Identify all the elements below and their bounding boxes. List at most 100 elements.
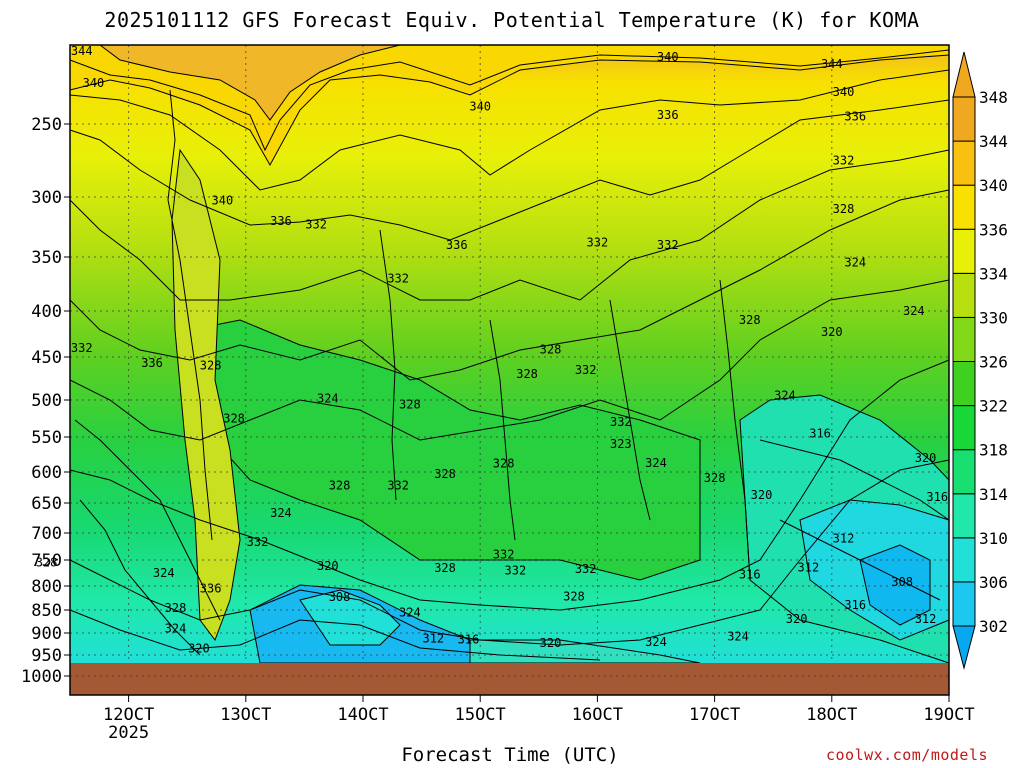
contour-label: 332 [657,238,679,252]
x-axis-label: Forecast Time (UTC) [401,744,619,766]
warm-west-plume-region [171,148,241,642]
contour-label: 324 [844,255,866,269]
contour-label: 320 [317,559,339,573]
contour-label: 312 [422,631,444,645]
plot-frame [69,44,950,696]
contour-label: 324 [165,621,187,635]
y-tick-label: 500 [31,391,62,411]
contour-label: 332 [305,218,327,232]
contour-west-2 [79,499,201,656]
contour-mid-4 [609,299,651,521]
x-tick-label: 14OCT [337,705,388,725]
contour-label: 336 [270,214,292,228]
y-tick-label: 800 [31,577,62,597]
colorbar-segment [952,96,976,142]
contour-label: 320 [915,451,937,465]
contour-label: 323 [610,437,632,451]
cool-boundary-region [469,639,701,664]
contour-east-2 [779,519,941,601]
colorbar-segment [952,228,976,274]
contour-label: 316 [458,633,480,647]
contour-label: 328 [36,556,58,570]
colorbar-segment [952,405,976,451]
contour-label: 316 [739,568,761,582]
contour-label: 308 [891,575,913,589]
contour-label: 328 [833,202,855,216]
colorbar-label: 314 [979,485,1008,504]
contour-label: 336 [141,356,163,370]
contour-label: 336 [200,581,222,595]
contour-312 [69,609,601,661]
y-tick-label: 1000 [21,667,62,687]
y-tick-label: 750 [31,551,62,571]
colorbar-segment [952,316,976,362]
contour-label: 336 [657,108,679,122]
colorbar-top-arrow [952,51,976,98]
contour-label: 328 [434,467,456,481]
contour-label: 316 [844,598,866,612]
contour-label: 324 [317,391,339,405]
contour-label: 308 [329,590,351,604]
contour-mid-1 [167,89,213,541]
contour-lines [69,49,950,661]
chart-title: 2025101112 GFS Forecast Equiv. Potential… [104,8,920,32]
colorbar: 302 306 310 314 318 322 326 330 334 336 340 344 348 [952,51,1008,670]
contour-340 [69,69,950,191]
contour-label: 324 [774,389,796,403]
y-tick-label: 700 [31,524,62,544]
contour-label: 328 [165,601,187,615]
colorbar-segment [952,272,976,318]
contour-label: 324 [645,635,667,649]
contour-344 [69,49,950,152]
contour-label: 332 [387,479,409,493]
contour-label: 312 [915,612,937,626]
contour-label: 328 [200,359,222,373]
contour-label: 340 [83,76,105,90]
contour-label: 340 [212,194,234,208]
y-tick-label: 850 [31,601,62,621]
contour-label: 332 [610,415,632,429]
x-tick-label: 16OCT [572,705,623,725]
contour-label: 340 [833,85,855,99]
contour-label: 328 [739,313,761,327]
contour-label: 324 [903,304,925,318]
contour-label: 316 [809,426,831,440]
x-tick-label: 17OCT [689,705,740,725]
contour-east-1 [759,439,950,521]
colorbar-segment [952,493,976,539]
credit-text: coolwx.com/models [826,746,989,764]
colorbar-label: 330 [979,308,1008,327]
contour-label: 332 [833,154,855,168]
colorbar-label: 336 [979,220,1008,239]
contour-label: 332 [575,562,597,576]
x-tick-label: 12OCT [103,705,154,725]
contour-label: 332 [575,363,597,377]
contour-label: 324 [645,456,667,470]
colorbar-segment [952,361,976,407]
y-tick-label: 550 [31,428,62,448]
contour-336 [69,99,950,241]
contour-label: 332 [387,272,409,286]
contour-label: 320 [821,325,843,339]
contour-label: 336 [844,110,866,124]
contour-332 [69,149,950,301]
y-tick-label: 300 [31,188,62,208]
contour-label: 320 [188,641,210,655]
contour-mid-3 [489,319,516,541]
contour-label: 332 [493,548,515,562]
colorbar-label: 318 [979,441,1008,460]
colorbar-segment [952,184,976,230]
colorbar-label: 334 [979,264,1008,283]
x-tick-label: 13OCT [220,705,271,725]
y-tick-label: 450 [31,348,62,368]
contour-label: 320 [751,488,773,502]
contour-label: 324 [270,506,292,520]
contour-label: 328 [223,412,245,426]
colorbar-segment [952,537,976,583]
contour-label: 324 [727,630,749,644]
contour-west-1 [74,419,221,621]
contour-mid-5 [719,279,751,581]
contour-label: 316 [926,490,948,504]
y-tick-label: 650 [31,494,62,514]
